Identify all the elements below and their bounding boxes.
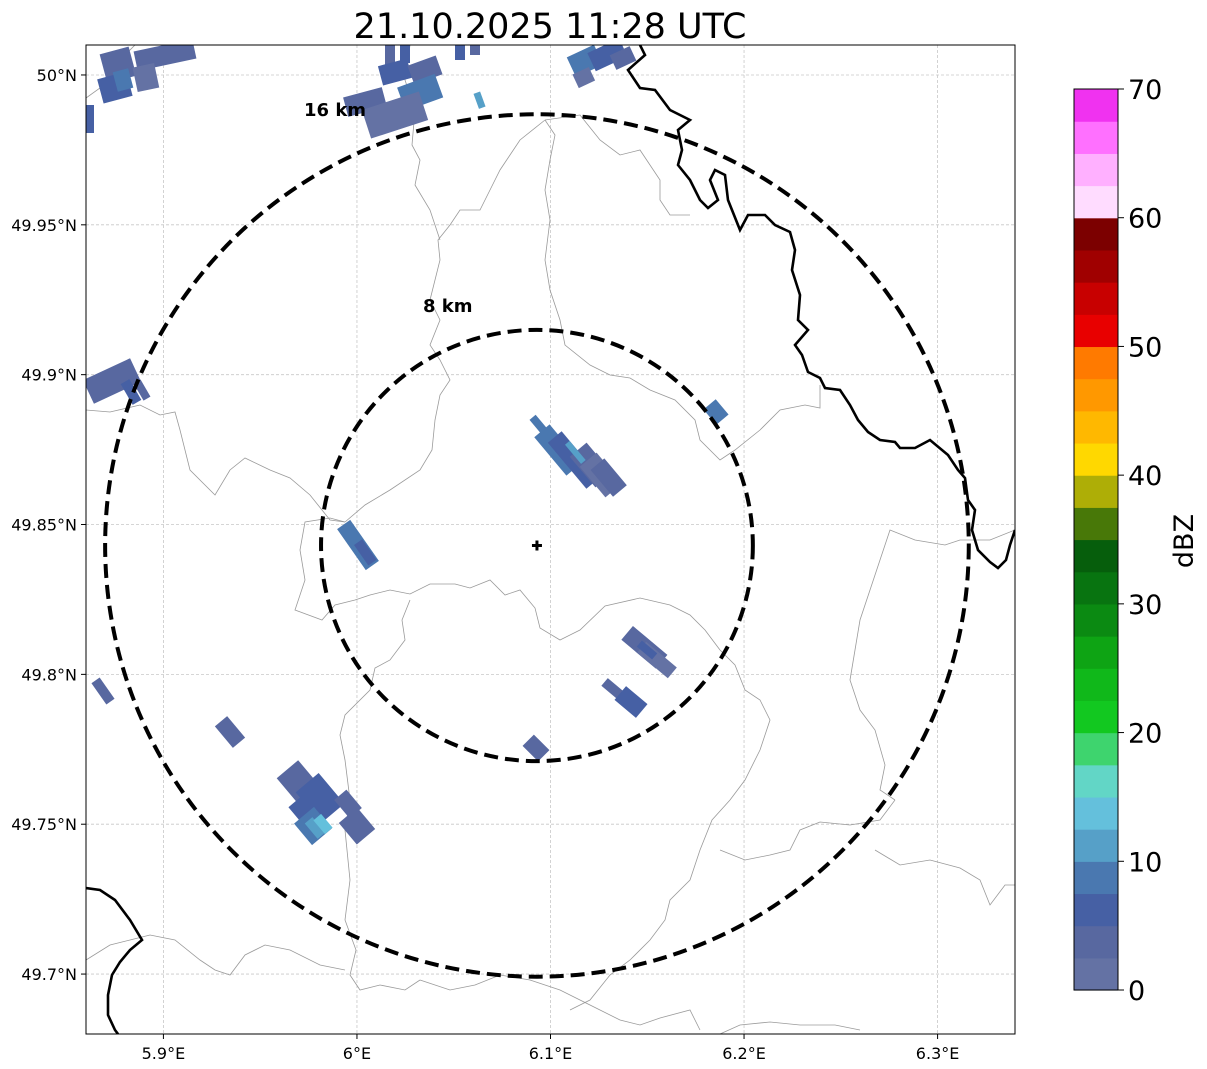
echo-cluster xyxy=(621,625,677,679)
boundary-line xyxy=(86,934,346,976)
echo-cluster xyxy=(97,45,197,104)
boundary-line xyxy=(344,119,546,523)
y-axis-ticks: 50°N 49.95°N 49.9°N 49.85°N 49.8°N 49.75°N 49.… xyxy=(11,66,86,984)
colorbar-tick-label: 50 xyxy=(1128,332,1162,363)
ring-label-16km: 16 km xyxy=(304,100,366,121)
boundary-line xyxy=(544,119,821,461)
colorbar-segment xyxy=(1074,378,1118,412)
echo-cluster xyxy=(214,716,246,748)
colorbar-segment xyxy=(1074,829,1118,862)
y-tick-label: 49.95°N xyxy=(11,216,77,235)
radar-reflectivity-echoes xyxy=(86,45,729,846)
boundary-line xyxy=(849,529,1015,801)
y-tick-label: 49.9°N xyxy=(21,366,77,385)
boundary-line xyxy=(419,974,701,1031)
echo-cluster xyxy=(276,760,376,846)
colorbar-segment xyxy=(1074,668,1118,701)
colorbar-segment xyxy=(1074,603,1118,637)
colorbar-segment xyxy=(1074,796,1118,830)
colorbar-tick-label: 30 xyxy=(1128,590,1162,621)
colorbar-segment xyxy=(1074,185,1118,219)
y-tick-label: 49.8°N xyxy=(21,665,77,684)
colorbar-segment xyxy=(1074,282,1118,315)
colorbar-segment xyxy=(1074,217,1118,251)
boundary-line xyxy=(86,404,346,523)
y-tick-label: 49.85°N xyxy=(11,516,77,535)
x-tick-label: 5.9°E xyxy=(142,1044,186,1063)
colorbar-segment xyxy=(1074,314,1118,348)
colorbar-tick-label: 60 xyxy=(1128,204,1162,235)
echo-cluster xyxy=(343,45,486,139)
colorbar-segment xyxy=(1074,700,1118,734)
boundary-line xyxy=(294,517,721,651)
colorbar-segment xyxy=(1074,475,1118,508)
colorbar-segment xyxy=(1074,571,1118,605)
range-rings xyxy=(103,112,971,979)
boundary-line xyxy=(544,114,690,216)
echo-cluster xyxy=(86,105,94,133)
colorbar-segment xyxy=(1074,957,1118,991)
y-tick-label: 50°N xyxy=(37,66,77,85)
plot-background xyxy=(86,45,1015,1034)
boundary-line xyxy=(719,1021,861,1034)
figure-title: 21.10.2025 11:28 UTC xyxy=(354,7,747,47)
colorbar-tick-label: 40 xyxy=(1128,461,1162,492)
boundary-line xyxy=(874,849,1015,906)
echo-cluster xyxy=(566,45,637,89)
colorbar-segment xyxy=(1074,153,1118,187)
colorbar-segment xyxy=(1074,442,1118,476)
echo-cluster xyxy=(522,734,550,762)
echo-cluster xyxy=(337,519,379,571)
colorbar-segment xyxy=(1074,410,1118,444)
x-tick-label: 6°E xyxy=(343,1044,371,1063)
colorbar-segment xyxy=(1074,507,1118,541)
colorbar-segment xyxy=(1074,636,1118,669)
x-tick-label: 6.3°E xyxy=(916,1044,960,1063)
colorbar-segment xyxy=(1074,89,1118,122)
x-tick-label: 6.1°E xyxy=(529,1044,573,1063)
ring-label-8km: 8 km xyxy=(423,296,473,317)
colorbar-segment xyxy=(1074,861,1118,895)
colorbar-segment xyxy=(1074,539,1118,573)
map-plot-area: 16 km 8 km xyxy=(85,44,1016,1035)
colorbar-segment xyxy=(1074,121,1118,154)
colorbar-tick-label: 20 xyxy=(1128,719,1162,750)
border-line xyxy=(86,886,144,1034)
y-tick-label: 49.75°N xyxy=(11,815,77,834)
colorbar-segment xyxy=(1074,346,1118,380)
colorbar-frame xyxy=(1073,88,1119,991)
echo-cluster xyxy=(91,677,115,705)
boundary-line xyxy=(569,649,771,1011)
colorbar-segment xyxy=(1074,732,1118,766)
echo-cluster xyxy=(529,414,627,498)
range-ring xyxy=(319,327,755,764)
x-axis-ticks: 5.9°E 6°E 6.1°E 6.2°E 6.3°E xyxy=(142,1034,960,1063)
range-ring xyxy=(103,112,971,979)
colorbar-segment xyxy=(1074,893,1118,927)
colorbar-tick-label: 0 xyxy=(1128,976,1145,1007)
y-tick-label: 49.7°N xyxy=(21,965,77,984)
echo-cluster xyxy=(703,399,729,425)
colorbar-segment xyxy=(1074,249,1118,283)
colorbar-ticks: 0 10 20 30 40 50 60 70 xyxy=(1118,75,1162,1007)
colorbar-blocks xyxy=(1074,89,1118,991)
colorbar: 0 10 20 30 40 50 60 70 dBZ xyxy=(1073,75,1200,1007)
colorbar-label: dBZ xyxy=(1169,514,1200,568)
x-tick-label: 6.2°E xyxy=(722,1044,766,1063)
colorbar-segment xyxy=(1074,764,1118,798)
echo-cluster xyxy=(601,678,648,718)
colorbar-segment xyxy=(1074,925,1118,959)
colorbar-tick-label: 70 xyxy=(1128,75,1162,106)
colorbar-tick-label: 10 xyxy=(1128,847,1162,878)
radar-site-marker xyxy=(531,540,542,551)
